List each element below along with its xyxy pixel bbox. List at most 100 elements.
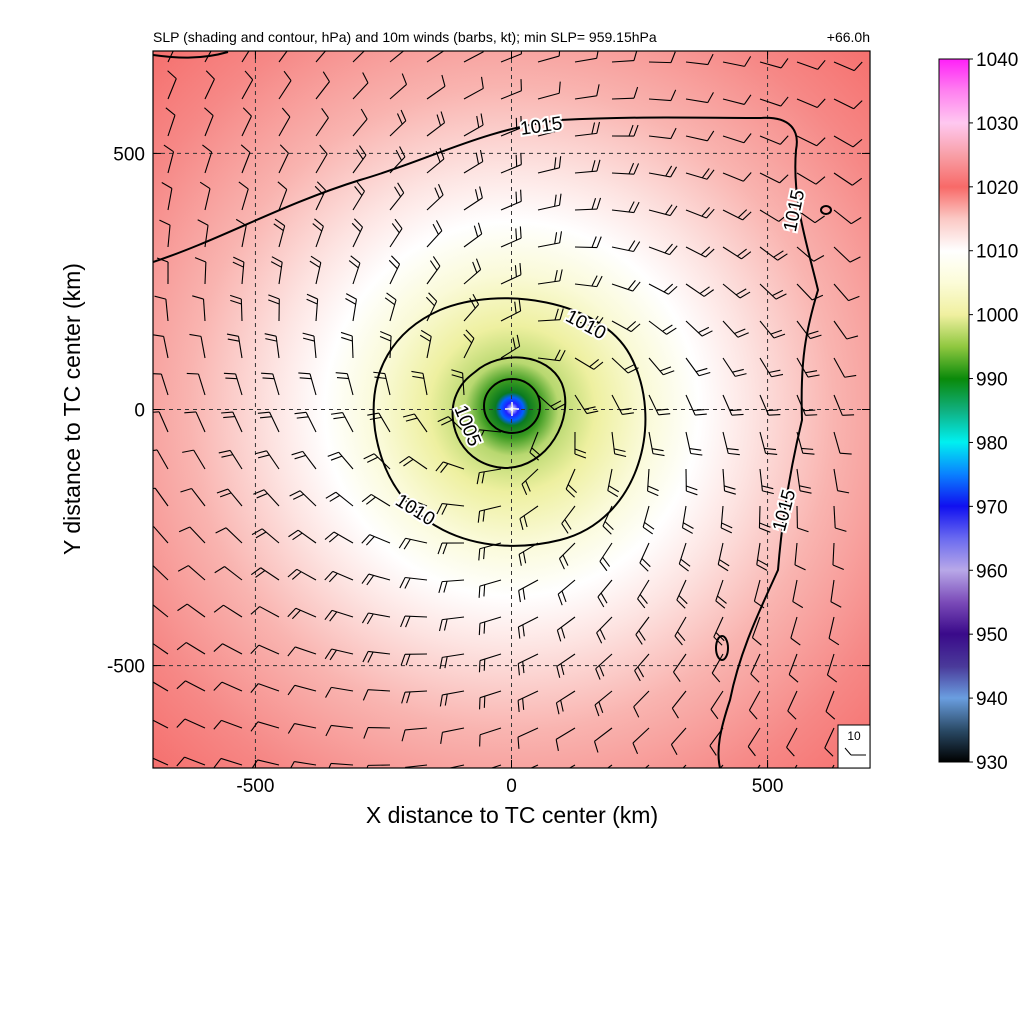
wind-barb	[674, 616, 687, 646]
colorbar-gradient	[938, 58, 970, 763]
wind-barb	[537, 349, 566, 362]
wind-barb	[324, 648, 354, 661]
wind-barb	[435, 461, 465, 474]
wind-barb	[426, 51, 445, 63]
wind-barb	[241, 51, 250, 63]
wind-barb	[685, 246, 715, 258]
wind-barb	[302, 332, 317, 359]
wind-barb	[213, 719, 243, 730]
wind-barb	[537, 394, 565, 411]
wind-barb	[324, 531, 354, 544]
wind-barb	[593, 727, 613, 753]
wind-barb	[832, 542, 844, 570]
wind-barb	[153, 642, 169, 655]
x-axis-ticks: -500 0 500	[236, 51, 783, 797]
wind-barb	[277, 181, 288, 211]
wind-barb	[537, 51, 561, 63]
wind-barb	[722, 172, 752, 182]
wind-barb	[213, 681, 243, 692]
wind-barb	[352, 181, 365, 211]
wind-barb	[796, 59, 826, 70]
wind-barb	[717, 542, 730, 572]
wind-barb	[556, 616, 576, 642]
wind-barb	[633, 690, 650, 718]
wind-barb	[833, 98, 863, 110]
wind-barb	[184, 411, 206, 433]
wind-barb	[273, 218, 286, 248]
wind-barb	[722, 56, 752, 67]
wind-barb	[681, 505, 694, 534]
wind-reference-key: 10	[837, 724, 871, 769]
wind-barb	[478, 653, 502, 673]
wind-barb	[180, 488, 206, 507]
wind-barb	[529, 764, 539, 768]
wind-barb	[153, 449, 169, 470]
wind-barb	[685, 394, 707, 416]
wind-barb	[264, 333, 280, 359]
wind-barb	[361, 534, 391, 546]
wind-barb	[287, 568, 317, 581]
wind-barb	[388, 255, 401, 285]
wind-barb	[833, 468, 850, 494]
x-tick-label: 500	[752, 776, 784, 797]
wind-barb	[678, 542, 691, 572]
y-tick-label: 0	[134, 401, 145, 422]
wind-barb	[606, 764, 613, 768]
wind-barb	[194, 257, 207, 285]
wind-barb	[325, 724, 354, 737]
wind-barb	[759, 283, 787, 300]
wind-barb	[202, 144, 213, 174]
wind-barb	[439, 653, 465, 669]
wind-barb	[315, 71, 330, 100]
wind-barb	[463, 149, 484, 174]
wind-barb	[328, 762, 354, 768]
colorbar-tick-label: 930	[976, 753, 1008, 774]
wind-barb	[287, 607, 317, 620]
wind-barb	[438, 579, 465, 594]
wind-barb	[639, 542, 651, 572]
colorbar-tick-label: 980	[976, 433, 1008, 454]
wind-barb	[574, 236, 602, 249]
contour-1015-tiny	[820, 205, 832, 215]
wind-barb	[537, 269, 563, 285]
wind-barb	[529, 431, 541, 461]
wind-barb	[833, 505, 847, 532]
wind-barb	[176, 680, 206, 692]
wind-barb	[787, 690, 798, 720]
contour-1010	[372, 297, 647, 547]
wind-barb	[327, 451, 354, 470]
wind-barb	[759, 209, 789, 222]
wind-barb	[682, 764, 687, 768]
colorbar-tick-label: 950	[976, 625, 1008, 646]
colorbar-tick-label: 1030	[976, 114, 1018, 135]
wind-barb	[722, 431, 740, 456]
wind-barb	[241, 70, 254, 100]
wind-barb	[389, 109, 407, 137]
wind-barb	[648, 357, 675, 376]
wind-barb	[833, 320, 859, 340]
wind-barb	[611, 240, 641, 253]
wind-barb	[759, 246, 788, 261]
wind-barb	[278, 51, 288, 63]
wind-barb	[251, 759, 280, 768]
wind-barb	[463, 329, 475, 359]
wind-barb	[557, 579, 576, 606]
wind-barb	[555, 727, 576, 751]
wind-barb	[294, 411, 317, 433]
wind-barb	[537, 156, 562, 174]
wind-barb	[500, 79, 522, 100]
wind-barb	[648, 394, 671, 416]
wind-barb	[463, 186, 483, 211]
colorbar-tick-label: 960	[976, 561, 1008, 582]
wind-barb	[722, 94, 752, 105]
wind-barb	[521, 468, 539, 496]
wind-barb	[251, 528, 280, 544]
wind-barb	[426, 184, 444, 211]
wind-barb	[384, 292, 397, 322]
wind-barb	[199, 181, 211, 211]
wind-barb	[178, 526, 206, 544]
wind-barb	[153, 757, 169, 766]
wind-barb	[156, 257, 169, 285]
wind-barb	[315, 144, 328, 174]
wind-barb	[223, 372, 243, 396]
